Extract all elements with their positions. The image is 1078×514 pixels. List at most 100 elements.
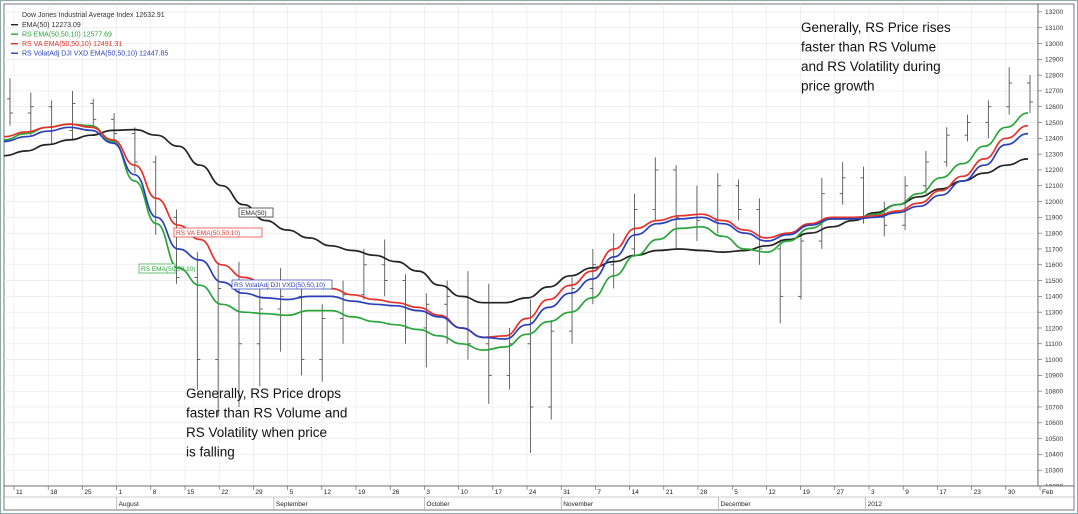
price-bars — [7, 67, 1033, 453]
y-tick-label: 12400 — [1045, 136, 1063, 143]
price-bar — [631, 193, 638, 257]
y-tick-label: 11100 — [1045, 341, 1062, 348]
price-bar — [569, 277, 576, 344]
x-tick-label: 12 — [768, 489, 776, 496]
x-axis: 11 18 25 1 8 15 22 29 5 12 19 26 3 10 17 24 31 7 14 21 28 5 12… — [3, 485, 1075, 511]
x-tick-label: 5 — [734, 489, 738, 496]
y-tick-label: 12600 — [1045, 104, 1063, 111]
y-tick-label: 13200 — [1045, 9, 1063, 16]
inline-tag-text: RS VA EMA(50,50,10) — [176, 230, 240, 237]
annotation-line: Generally, RS Price drops — [186, 386, 341, 401]
inline-tag-box — [238, 207, 274, 218]
month-label: 2012 — [868, 501, 883, 508]
inline-tag: RS VA EMA(50,50,10) — [173, 227, 263, 238]
price-bar — [194, 252, 201, 390]
y-tick-label: 11000 — [1045, 357, 1063, 364]
inline-tag-box — [231, 279, 333, 290]
price-bar — [964, 114, 971, 142]
annotation-bottom-left: Generally, RS Price drops faster than RS … — [186, 386, 347, 460]
y-tick-label: 13100 — [1045, 25, 1063, 32]
price-bar — [1027, 75, 1033, 114]
y-tick-label: 12000 — [1045, 199, 1063, 206]
x-tick-label: 21 — [666, 489, 674, 496]
y-tick-label: 13000 — [1045, 41, 1063, 48]
legend: Dow Jones Industrial Average Index 12632… — [11, 12, 168, 58]
month-label: December — [721, 501, 752, 508]
price-bar — [922, 150, 929, 194]
y-tick-label: 11300 — [1045, 309, 1063, 316]
price-bar — [756, 198, 763, 265]
legend-label: EMA(50) 12273.09 — [22, 22, 81, 29]
price-bar — [777, 239, 784, 324]
month-label: November — [563, 501, 594, 508]
x-tick-label: 17 — [939, 489, 947, 496]
x-tick-label: 5 — [290, 489, 294, 496]
annotation-line: RS Volatility when price — [186, 425, 327, 440]
inline-tag: EMA(50) — [238, 207, 274, 218]
price-bar — [589, 248, 596, 305]
y-tick-label: 12100 — [1045, 183, 1063, 190]
annotation-line: is falling — [186, 445, 235, 460]
inline-tag-text: RS VolatAdj DJI VXD(50,50,10) — [234, 282, 325, 289]
price-bar — [319, 304, 326, 382]
y-tick-label: 10800 — [1045, 388, 1063, 395]
x-tick-label: 8 — [153, 489, 157, 496]
chart-title: Dow Jones Industrial Average Index 12632… — [22, 12, 165, 19]
annotation-top-right: Generally, RS Price rises faster than RS … — [801, 20, 951, 94]
y-tick-label: 10500 — [1045, 436, 1063, 443]
price-bar — [298, 283, 305, 376]
x-tick-label: 9 — [905, 489, 909, 496]
y-tick-label: 12200 — [1045, 167, 1063, 174]
x-tick-label: 11 — [16, 489, 23, 496]
x-tick-label: 12 — [324, 489, 332, 496]
x-tick-label: 29 — [255, 489, 263, 496]
x-tick-label: 18 — [50, 489, 58, 496]
y-tick-label: 10900 — [1045, 373, 1063, 380]
inline-tag-text: EMA(50) — [241, 210, 267, 217]
y-tick-label: 12700 — [1045, 88, 1063, 95]
inline-tag-box — [173, 227, 263, 238]
series-line-3 — [3, 126, 1029, 340]
x-tick-label: 10 — [461, 489, 469, 496]
x-tick-label: 17 — [495, 489, 503, 496]
y-tick-label: 12300 — [1045, 151, 1063, 158]
price-bar — [548, 320, 555, 420]
x-tick-label: 15 — [187, 489, 195, 496]
month-label: September — [276, 501, 309, 508]
price-bar — [485, 283, 492, 404]
y-tick-label: 11900 — [1045, 215, 1063, 222]
x-tick-label: 3 — [426, 489, 430, 496]
y-tick-label: 11500 — [1045, 278, 1063, 285]
x-tick-label: 30 — [1008, 489, 1016, 496]
grid — [4, 4, 1038, 487]
annotation-line: price growth — [801, 79, 875, 94]
price-bar — [943, 127, 950, 167]
x-tick-label: 26 — [392, 489, 400, 496]
series-line-0 — [3, 128, 1029, 304]
inline-tag: RS VolatAdj DJI VXD(50,50,10) — [231, 279, 333, 290]
month-label: October — [426, 501, 450, 508]
price-bar — [256, 283, 263, 387]
price-bar — [27, 92, 34, 136]
price-bar — [381, 239, 388, 297]
price-bar — [423, 293, 430, 368]
x-tick-label: 7 — [597, 489, 601, 496]
y-axis: 13200 13100 13000 12900 12800 12700 12600 12500… — [1037, 3, 1075, 490]
series-lines — [3, 112, 1029, 351]
x-tick-label: 3 — [871, 489, 875, 496]
x-tick-label: 19 — [358, 489, 366, 496]
legend-label: RS VA EMA(50,50,10) 12491.31 — [22, 41, 122, 48]
annotation-line: and RS Volatility during — [801, 59, 941, 74]
plot-area — [3, 3, 1039, 487]
x-tick-label: 1 — [119, 489, 123, 496]
price-bar — [111, 113, 118, 142]
y-tick-label: 12500 — [1045, 120, 1063, 127]
inline-tags: EMA(50) RS VA EMA(50,50,10) RS EMA(50,50,1… — [138, 207, 333, 290]
y-tick-label: 10600 — [1045, 420, 1063, 427]
y-tick-label: 11200 — [1045, 325, 1063, 332]
legend-label: RS VolatAdj DJI VXD EMA(50,50,10) 12447.… — [22, 51, 168, 58]
y-tick-label: 10700 — [1045, 404, 1063, 411]
inline-tag-box — [138, 263, 176, 274]
price-bar — [7, 78, 13, 126]
price-bar — [215, 264, 222, 417]
